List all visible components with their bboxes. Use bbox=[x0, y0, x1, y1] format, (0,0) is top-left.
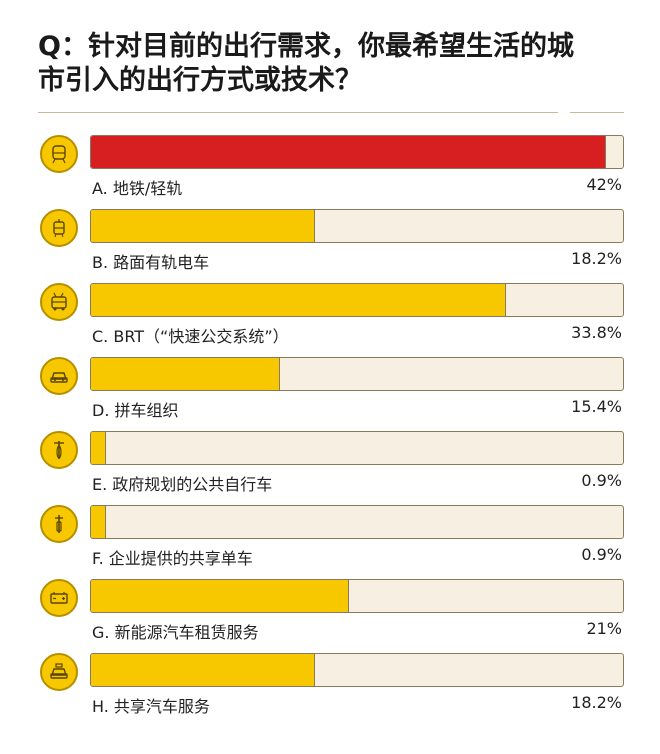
bar-track bbox=[90, 357, 624, 391]
bar-track bbox=[90, 653, 624, 687]
bar-track bbox=[90, 579, 624, 613]
value-label: 18.2% bbox=[571, 693, 622, 712]
bar-row: H. 共享汽车服务 18.2% bbox=[0, 653, 660, 725]
bar bbox=[91, 432, 106, 464]
value-label: 15.4% bbox=[571, 397, 622, 416]
category-label: A. 地铁/轻轨 bbox=[92, 179, 183, 198]
bar-row: C. BRT（“快速公交系统”） 33.8% bbox=[0, 283, 660, 355]
category-label: E. 政府规划的公共自行车 bbox=[92, 475, 273, 494]
bar-track bbox=[90, 209, 624, 243]
value-label: 0.9% bbox=[581, 545, 622, 564]
bar bbox=[91, 210, 315, 242]
category-label: H. 共享汽车服务 bbox=[92, 697, 210, 716]
title-divider bbox=[38, 112, 558, 113]
ev-battery-icon bbox=[40, 579, 78, 617]
bar bbox=[91, 580, 349, 612]
value-label: 0.9% bbox=[581, 471, 622, 490]
category-label: D. 拼车组织 bbox=[92, 401, 179, 420]
bar bbox=[91, 654, 315, 686]
metro-icon bbox=[40, 135, 78, 173]
tram-icon bbox=[40, 209, 78, 247]
bar bbox=[91, 506, 106, 538]
bar-track bbox=[90, 505, 624, 539]
title-divider-short bbox=[570, 112, 624, 113]
bicycle-icon bbox=[40, 431, 78, 469]
bar-row: A. 地铁/轻轨 42% bbox=[0, 135, 660, 207]
bar-row: G. 新能源汽车租赁服务 21% bbox=[0, 579, 660, 651]
bar-track bbox=[90, 135, 624, 169]
value-label: 18.2% bbox=[571, 249, 622, 268]
bar-row: F. 企业提供的共享单车 0.9% bbox=[0, 505, 660, 577]
taxi-icon bbox=[40, 653, 78, 691]
car-icon bbox=[40, 357, 78, 395]
category-label: G. 新能源汽车租赁服务 bbox=[92, 623, 259, 642]
category-label: B. 路面有轨电车 bbox=[92, 253, 210, 272]
shared-bike-icon bbox=[40, 505, 78, 543]
trolleybus-icon bbox=[40, 283, 78, 321]
value-label: 33.8% bbox=[571, 323, 622, 342]
bar-row: E. 政府规划的公共自行车 0.9% bbox=[0, 431, 660, 503]
bar-row: D. 拼车组织 15.4% bbox=[0, 357, 660, 429]
bar bbox=[91, 284, 506, 316]
bar-row: B. 路面有轨电车 18.2% bbox=[0, 209, 660, 281]
value-label: 42% bbox=[586, 175, 622, 194]
bar bbox=[91, 136, 606, 168]
chart-title: Q：针对目前的出行需求，你最希望生活的城市引入的出行方式或技术？ bbox=[38, 31, 574, 96]
value-label: 21% bbox=[586, 619, 622, 638]
bar-track bbox=[90, 431, 624, 465]
category-label: F. 企业提供的共享单车 bbox=[92, 549, 253, 568]
category-label: C. BRT（“快速公交系统”） bbox=[92, 327, 289, 346]
bar bbox=[91, 358, 281, 390]
bar-track bbox=[90, 283, 624, 317]
